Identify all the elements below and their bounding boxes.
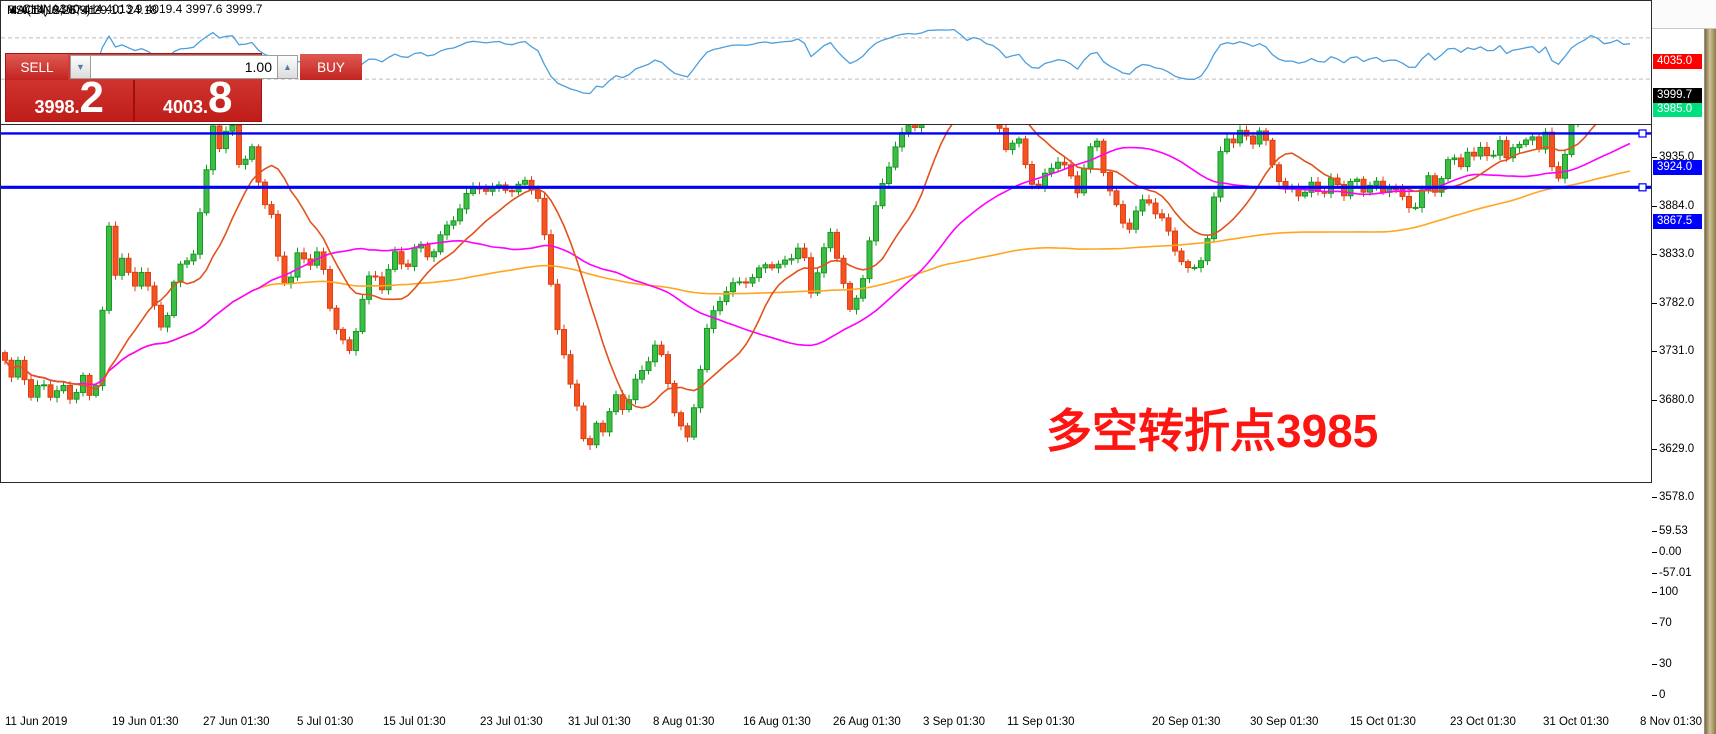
sell-price[interactable]: 3998. 2 bbox=[34, 73, 105, 122]
time-axis-label: 31 Jul 01:30 bbox=[568, 716, 631, 728]
time-axis-label: 30 Sep 01:30 bbox=[1250, 716, 1319, 728]
axis-tick-mark bbox=[1652, 664, 1657, 666]
one-click-trading-panel: SELL ▼ ▲ BUY 3998.2 4003.8 bbox=[5, 53, 362, 122]
buy-price[interactable]: 4003. 8 bbox=[162, 73, 233, 122]
symbol-marker-icon: ▲ bbox=[7, 2, 19, 16]
price-tick-label: 3731.0 bbox=[1659, 345, 1695, 358]
time-axis-label: 26 Aug 01:30 bbox=[833, 716, 901, 728]
axis-tick-mark bbox=[1652, 497, 1657, 499]
time-axis-label: 3 Sep 01:30 bbox=[923, 716, 986, 728]
time-axis-label: 15 Oct 01:30 bbox=[1350, 716, 1416, 728]
axis-tick-mark bbox=[1652, 351, 1657, 353]
time-axis-label: 23 Oct 01:30 bbox=[1450, 716, 1516, 728]
time-axis-label: 23 Jul 01:30 bbox=[480, 716, 543, 728]
axis-tick-mark bbox=[1652, 622, 1657, 624]
price-axis[interactable]: 3935.0 3884.0 3833.0 3782.0 3731.0 3680.0 3629… bbox=[1652, 35, 1704, 711]
price-tick-label: 3782.0 bbox=[1659, 296, 1695, 309]
axis-tick-mark bbox=[1652, 400, 1657, 401]
trade-panel-divider bbox=[132, 80, 135, 122]
volume-decrease-button[interactable]: ▼ bbox=[70, 55, 91, 79]
symbol-ohlc-text: CHINA300-,H4 4013.9 4019.4 3997.6 3999.7 bbox=[22, 2, 263, 16]
time-axis-label: 8 Aug 01:30 bbox=[653, 716, 715, 728]
rsi-tick-label: 0 bbox=[1659, 689, 1666, 701]
sell-button[interactable]: SELL bbox=[6, 54, 68, 80]
time-axis-label: 15 Jul 01:30 bbox=[383, 716, 446, 728]
current-price-label: 3999.7 bbox=[1653, 87, 1702, 103]
macd-label: MACD(12,26,9) 29.10 24.18 bbox=[7, 3, 158, 17]
volume-stepper: ▼ ▲ bbox=[70, 55, 298, 79]
axis-tick-mark bbox=[1652, 530, 1657, 532]
buy-button[interactable]: BUY bbox=[300, 54, 362, 80]
time-axis-label: 20 Sep 01:30 bbox=[1152, 716, 1221, 728]
time-axis-label: 19 Jun 01:30 bbox=[112, 716, 179, 728]
volume-increase-button[interactable]: ▲ bbox=[277, 55, 298, 79]
axis-tick-mark bbox=[1652, 205, 1657, 207]
window-edge bbox=[1704, 29, 1716, 734]
rsi-tick-label: 70 bbox=[1659, 616, 1672, 629]
axis-tick-mark bbox=[1652, 157, 1657, 158]
chart-annotation-text: 多空转折点3985 bbox=[1046, 405, 1379, 457]
time-axis[interactable]: 11 Jun 2019 19 Jun 01:30 27 Jun 01:30 5 Jul… bbox=[0, 711, 1716, 734]
macd-tick-label: -57.01 bbox=[1659, 566, 1692, 579]
price-tick-label: 3680.0 bbox=[1659, 394, 1695, 406]
price-tick-label: 3629.0 bbox=[1659, 442, 1695, 455]
axis-tick-mark bbox=[1652, 572, 1657, 574]
axis-tick-mark bbox=[1652, 302, 1657, 304]
axis-tick-mark bbox=[1652, 254, 1657, 256]
price-tick-label: 3833.0 bbox=[1659, 248, 1695, 261]
rsi-tick-label: 100 bbox=[1659, 586, 1679, 598]
price-tick-label: 3884.0 bbox=[1659, 199, 1695, 212]
rsi-label: RSI(14) 64.6741 bbox=[7, 3, 96, 17]
level-price-label: 4035.0 bbox=[1653, 54, 1702, 70]
time-axis-label: 11 Jun 2019 bbox=[5, 716, 68, 728]
time-axis-label: 5 Jul 01:30 bbox=[297, 716, 354, 728]
time-axis-label: 27 Jun 01:30 bbox=[203, 716, 270, 728]
time-axis-label: 31 Oct 01:30 bbox=[1543, 716, 1609, 728]
level-price-label: 3867.5 bbox=[1653, 213, 1702, 229]
level-price-label: 3924.0 bbox=[1653, 159, 1702, 175]
macd-tick-label: 0.00 bbox=[1659, 546, 1682, 558]
axis-tick-mark bbox=[1652, 552, 1657, 553]
time-axis-label: 11 Sep 01:30 bbox=[1007, 716, 1075, 728]
volume-input[interactable] bbox=[91, 55, 277, 79]
time-axis-label: 16 Aug 01:30 bbox=[743, 716, 811, 728]
level-price-label: 3985.0 bbox=[1653, 101, 1702, 117]
price-tick-label: 3578.0 bbox=[1659, 491, 1695, 504]
axis-tick-mark bbox=[1652, 448, 1657, 450]
symbol-info-bar: ▲ CHINA300-,H4 4013.9 4019.4 3997.6 3999… bbox=[7, 2, 262, 16]
rsi-tick-label: 30 bbox=[1659, 658, 1672, 671]
time-axis-label: 8 Nov 01:30 bbox=[1640, 716, 1703, 728]
macd-tick-label: 59.53 bbox=[1659, 524, 1688, 537]
axis-tick-mark bbox=[1652, 695, 1657, 696]
axis-tick-mark bbox=[1652, 592, 1657, 593]
